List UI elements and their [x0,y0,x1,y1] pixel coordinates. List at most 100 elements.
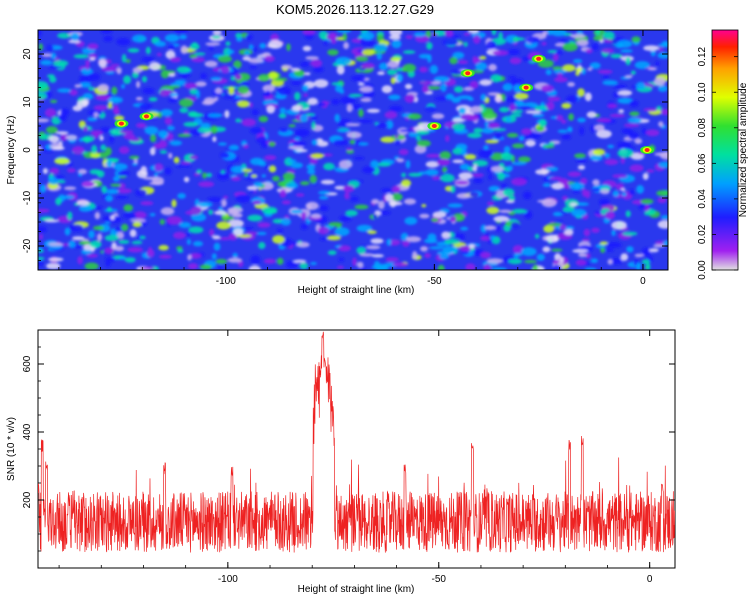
spectrogram-texture [184,82,198,90]
spectrogram-texture [94,211,101,220]
spectrogram-texture [567,171,582,177]
spectrogram-texture [473,127,483,133]
spectrogram-texture [402,67,407,72]
spectrogram-texture [525,110,541,114]
spectrogram-texture [286,260,298,269]
spectrogram-texture [257,222,271,228]
spectrogram-texture [249,65,257,69]
spectrogram-texture [74,84,82,88]
spectrogram-texture [618,109,625,114]
spectrogram-texture [129,155,140,160]
spectrogram-texture [377,71,385,75]
spectrogram-texture [140,201,154,206]
spectrogram-texture [154,163,164,172]
spectrogram-texture [427,233,437,242]
spectrogram-texture [606,242,622,248]
spectrogram-texture [631,36,641,43]
spectrogram-texture [499,106,510,113]
spectrogram-texture [517,105,532,110]
spectrogram-texture [521,128,533,135]
spectrogram-texture [546,101,555,111]
spectrogram-texture [227,207,243,214]
spectrogram-texture [236,37,243,42]
spectrogram-texture [470,105,483,113]
spectrogram-texture [307,97,318,106]
spectrogram-texture [63,186,77,191]
spectrogram-texture [39,184,47,193]
spectrogram-texture [579,126,585,136]
spectrogram-texture [658,47,664,52]
spectrogram-texture [432,211,447,218]
spectrogram-texture [597,69,613,74]
spectrogram-texture [505,116,512,123]
spectrogram-texture [52,146,65,151]
spectrogram-texture [319,205,329,212]
spectrogram-texture [154,41,167,47]
spectrogram-texture [248,102,253,108]
spectrogram-texture [230,165,247,174]
spectrogram-texture [657,220,668,229]
heatmap-x-tick-label: -100 [216,276,236,287]
spectrogram-texture [507,48,520,56]
spectrogram-texture [389,30,403,37]
spectrogram-texture [183,121,199,127]
spectrogram-texture [180,161,191,165]
spectrogram-texture [106,188,119,195]
spectrogram-texture [622,231,638,236]
spectrogram-texture [79,205,92,212]
spectrogram-texture [179,98,194,108]
spectrogram-texture [364,40,377,47]
spectrogram-texture [659,109,668,115]
spectrogram-texture [427,54,432,63]
spectrogram-texture [561,119,567,124]
spectrogram-texture [157,130,169,138]
spectrogram-texture [76,199,90,206]
spectrogram-texture [376,52,382,60]
spectrogram-texture [197,126,213,134]
spectrogram-texture [421,204,427,208]
heatmap-x-tick-label: 0 [640,276,646,287]
spectrogram-texture [480,251,491,259]
spectrogram-texture [491,165,504,173]
spectrogram-texture [603,39,613,43]
spectrogram-texture [80,67,93,75]
spectrogram-texture [577,165,586,170]
spectrogram-texture [468,97,474,102]
spectrogram-texture [228,144,239,151]
spectrogram-texture [371,264,387,270]
spectrogram-texture [523,191,532,200]
spectrogram-texture [301,84,309,92]
spectrogram-texture [641,259,650,265]
spectrogram-texture [581,238,591,242]
spectrogram-texture [50,99,58,104]
spectrogram-texture [285,182,299,189]
spectrogram-texture [492,128,507,132]
spectrogram-texture [480,93,487,102]
spectrogram-texture [79,82,92,88]
spectrogram-texture [159,150,168,154]
spectrogram-texture [500,93,506,102]
spectrogram-texture [425,86,441,90]
spectrogram-texture [188,112,204,118]
spectrogram-texture [258,241,266,250]
spectrogram-texture [210,125,218,134]
spectrogram-texture [101,185,108,194]
spectrogram-texture [645,129,660,137]
spectrogram-texture [288,124,296,128]
spectrogram-texture [218,142,227,146]
spectrogram-texture [602,80,618,86]
spectrogram-texture [444,238,461,245]
spectrogram-texture [113,212,119,217]
spectrogram-texture [565,226,575,230]
spectrogram-texture [40,59,53,66]
spectrogram-texture [346,147,353,151]
spectrogram-texture [105,260,111,267]
heatmap-y-tick-label: 0 [22,147,33,153]
spectrogram-texture [483,263,492,270]
spectrogram-texture [657,197,667,204]
spectrogram-texture [541,41,547,46]
spectrogram-texture [413,32,426,37]
spectrogram-texture [108,97,120,102]
spectrogram-texture [370,238,384,244]
spectrogram-texture [207,197,223,203]
